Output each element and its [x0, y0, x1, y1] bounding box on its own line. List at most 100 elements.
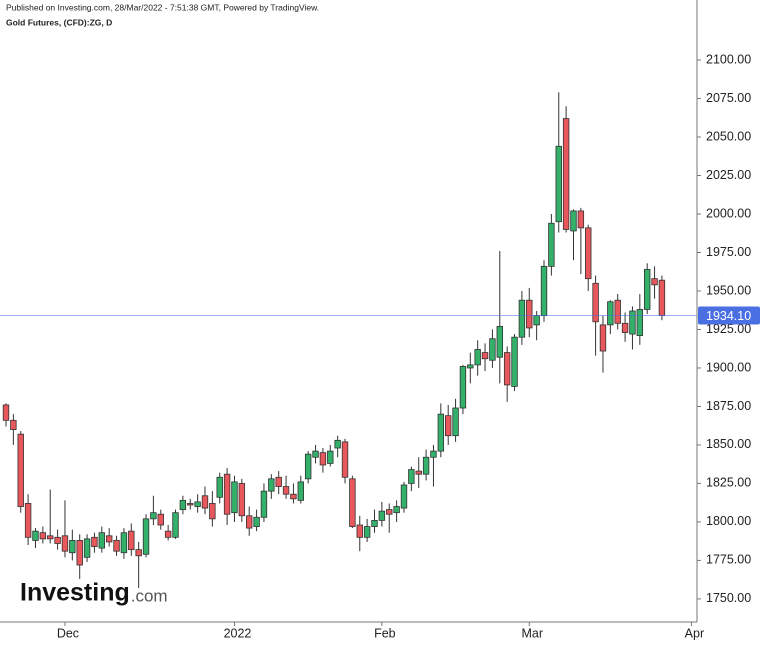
- y-tick-label: 1850.00: [706, 437, 751, 451]
- candle-body: [179, 499, 187, 511]
- candle-body: [135, 549, 142, 557]
- x-tick-label: Apr: [685, 626, 704, 640]
- candle-body: [459, 366, 467, 409]
- candle-body: [32, 530, 39, 541]
- candle-body: [533, 315, 540, 326]
- candle-body: [105, 535, 113, 543]
- candle-body: [503, 352, 511, 386]
- candle-body: [194, 501, 201, 507]
- y-tick-label: 2100.00: [706, 52, 751, 66]
- x-tick-label: Dec: [57, 626, 79, 640]
- x-tick-label: 2022: [224, 626, 252, 640]
- candle-body: [209, 503, 216, 520]
- candle-body: [268, 478, 275, 492]
- candle-body: [290, 493, 297, 500]
- candle-body: [349, 478, 356, 527]
- candle-body: [400, 484, 408, 509]
- candle-body: [548, 222, 555, 267]
- candle-body: [238, 483, 246, 517]
- candle-body: [614, 299, 621, 324]
- x-tick-label: Mar: [522, 626, 544, 640]
- candle-body: [164, 530, 172, 538]
- candle-body: [452, 407, 459, 437]
- candle-body: [577, 210, 585, 229]
- published-note: Published on Investing.com, 28/Mar/2022 …: [6, 2, 319, 12]
- y-tick-label: 1800.00: [706, 514, 751, 528]
- candle-body: [172, 512, 179, 538]
- candle-body: [518, 299, 526, 338]
- candle-body: [393, 506, 400, 514]
- candle-body: [356, 524, 363, 538]
- candle-body: [282, 486, 290, 495]
- candle-body: [658, 279, 666, 316]
- candle-body: [113, 540, 120, 552]
- candle-body: [150, 512, 157, 520]
- candle-body: [496, 325, 503, 358]
- candle-body: [371, 519, 378, 527]
- y-tick-label: 1825.00: [706, 476, 751, 490]
- candle-body: [98, 532, 106, 549]
- y-tick-label: 2050.00: [706, 129, 751, 143]
- candle-body: [540, 265, 548, 317]
- candle-body: [592, 282, 599, 323]
- y-tick-label: 1925.00: [706, 322, 751, 336]
- candle-body: [327, 450, 334, 464]
- candle-body: [562, 118, 570, 230]
- candle-body: [54, 536, 61, 544]
- candle-body: [253, 516, 260, 527]
- watermark-brand: Investing: [20, 579, 130, 607]
- candle-body: [621, 322, 629, 333]
- candle-body: [17, 433, 24, 507]
- y-tick-label: 1875.00: [706, 399, 751, 413]
- candle-body: [334, 439, 341, 449]
- candle-body: [570, 210, 577, 232]
- candle-body: [304, 453, 312, 480]
- y-tick-label: 2075.00: [706, 91, 751, 105]
- candle-body: [386, 509, 393, 515]
- candle-body: [216, 476, 223, 498]
- x-tick-label: Feb: [374, 626, 396, 640]
- candle-body: [61, 535, 69, 552]
- candle-body: [607, 301, 614, 326]
- candle-body: [187, 503, 194, 506]
- candle-body: [297, 481, 304, 501]
- last-price-label: 1934.10: [706, 309, 751, 323]
- candle-body: [437, 413, 445, 452]
- candle-body: [444, 415, 452, 437]
- candle-body: [629, 310, 636, 335]
- candle-body: [223, 473, 231, 515]
- candle-body: [378, 510, 386, 521]
- candle-body: [2, 404, 10, 421]
- candle-body: [467, 364, 474, 369]
- candle-body: [69, 540, 76, 554]
- y-tick-label: 1950.00: [706, 283, 751, 297]
- candle-body: [201, 495, 209, 509]
- candle-body: [128, 530, 135, 551]
- candle-body: [120, 532, 128, 554]
- candle-body: [91, 536, 98, 547]
- candle-body: [636, 309, 644, 337]
- candle-body: [275, 476, 282, 487]
- candle-body: [76, 540, 83, 566]
- candle-body: [157, 513, 164, 526]
- candle-body: [10, 419, 17, 430]
- y-tick-label: 1975.00: [706, 245, 751, 259]
- candle-body: [260, 490, 268, 518]
- candle-body: [481, 352, 489, 360]
- candle-body: [430, 450, 437, 458]
- candle-body: [526, 299, 533, 329]
- candle-body: [474, 349, 481, 366]
- last-price-box: [698, 306, 760, 325]
- candle-body: [585, 227, 592, 280]
- symbol-title: Gold Futures, (CFD):ZG, D: [6, 17, 112, 27]
- candle-body: [319, 452, 327, 466]
- watermark-suffix: .com: [131, 586, 168, 605]
- candle-body: [408, 469, 415, 484]
- candle-body: [489, 338, 496, 361]
- candle-body: [651, 278, 658, 286]
- candle-body: [142, 518, 150, 555]
- y-tick-label: 2000.00: [706, 206, 751, 220]
- candle-body: [363, 526, 371, 538]
- y-tick-label: 1775.00: [706, 553, 751, 567]
